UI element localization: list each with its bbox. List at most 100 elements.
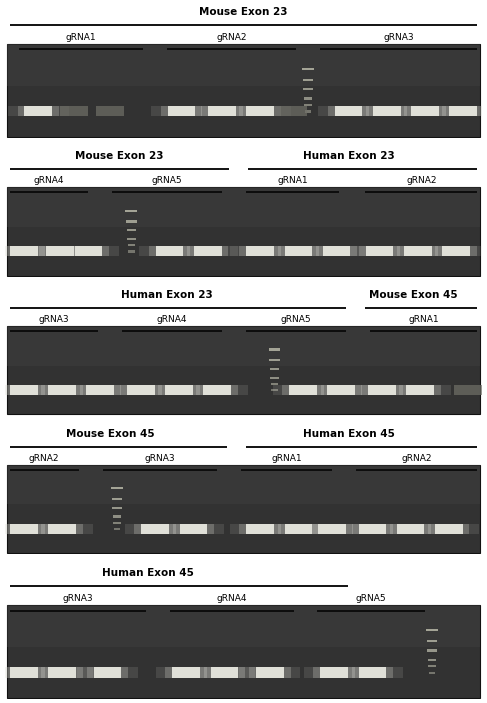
Bar xyxy=(320,667,348,678)
Bar xyxy=(32,524,93,534)
Bar xyxy=(303,79,313,81)
Bar xyxy=(304,104,312,106)
Bar xyxy=(449,106,477,117)
Bar xyxy=(335,106,362,117)
Bar xyxy=(7,465,480,553)
Bar xyxy=(7,187,480,227)
Bar xyxy=(426,247,487,256)
Bar xyxy=(314,667,355,678)
Bar xyxy=(397,247,438,256)
Bar xyxy=(7,605,480,698)
Bar xyxy=(187,385,248,395)
Bar xyxy=(359,247,400,256)
Bar xyxy=(268,349,281,351)
Bar xyxy=(303,88,313,91)
Bar xyxy=(428,665,436,667)
Bar xyxy=(3,524,45,534)
Text: Mouse Exon 23: Mouse Exon 23 xyxy=(75,151,164,162)
Text: gRNA3: gRNA3 xyxy=(62,594,93,603)
Bar xyxy=(271,389,278,392)
Bar xyxy=(177,247,238,256)
Bar xyxy=(316,247,357,256)
Bar xyxy=(48,524,76,534)
Text: gRNA5: gRNA5 xyxy=(152,176,183,185)
Bar xyxy=(10,247,38,256)
Bar xyxy=(249,667,291,678)
Bar xyxy=(128,250,135,252)
Bar xyxy=(301,524,362,534)
Bar xyxy=(428,524,469,534)
Bar xyxy=(149,385,209,395)
Bar xyxy=(404,106,446,117)
Bar xyxy=(397,524,424,534)
Bar xyxy=(79,385,121,395)
Bar xyxy=(3,385,45,395)
Bar xyxy=(168,106,195,117)
Bar xyxy=(399,385,441,395)
Text: Mouse Exon 45: Mouse Exon 45 xyxy=(66,429,154,439)
Bar xyxy=(230,106,291,117)
Bar xyxy=(111,385,171,395)
Bar xyxy=(141,524,169,534)
Bar xyxy=(29,247,90,256)
Bar xyxy=(208,106,236,117)
Bar xyxy=(380,524,441,534)
Bar xyxy=(3,667,45,678)
Bar xyxy=(278,524,319,534)
Bar xyxy=(151,106,212,117)
Bar xyxy=(112,515,121,517)
Text: gRNA3: gRNA3 xyxy=(145,453,175,463)
Text: gRNA1: gRNA1 xyxy=(409,315,439,324)
Bar xyxy=(240,524,281,534)
Bar xyxy=(246,106,274,117)
Bar xyxy=(442,106,484,117)
Bar xyxy=(269,359,280,361)
Bar xyxy=(454,385,482,395)
Bar xyxy=(327,385,355,395)
Bar xyxy=(7,326,480,366)
Bar xyxy=(352,524,393,534)
Bar xyxy=(126,220,136,223)
Bar xyxy=(270,377,279,379)
Text: Mouse Exon 23: Mouse Exon 23 xyxy=(199,6,288,17)
Bar xyxy=(311,524,353,534)
Bar xyxy=(256,667,283,678)
Bar xyxy=(125,209,137,212)
Bar xyxy=(134,524,176,534)
Bar xyxy=(187,247,228,256)
Bar xyxy=(41,524,83,534)
Bar xyxy=(373,106,400,117)
Bar xyxy=(230,247,291,256)
Bar xyxy=(172,667,200,678)
Text: gRNA3: gRNA3 xyxy=(383,32,414,41)
Bar xyxy=(306,247,367,256)
Bar xyxy=(70,385,131,395)
Bar xyxy=(302,67,314,70)
Bar xyxy=(7,44,480,137)
Bar xyxy=(111,487,123,489)
Text: gRNA3: gRNA3 xyxy=(38,315,69,324)
Bar xyxy=(318,524,346,534)
Text: Human Exon 23: Human Exon 23 xyxy=(121,290,213,300)
Bar xyxy=(41,385,83,395)
Bar xyxy=(32,385,93,395)
Bar xyxy=(191,106,252,117)
Text: Mouse Exon 45: Mouse Exon 45 xyxy=(369,290,457,300)
Bar xyxy=(48,667,76,678)
Bar xyxy=(113,522,121,524)
Bar xyxy=(328,106,369,117)
Bar xyxy=(342,667,403,678)
Bar xyxy=(361,385,403,395)
Text: gRNA5: gRNA5 xyxy=(356,594,387,603)
Bar xyxy=(426,629,438,631)
Bar xyxy=(127,238,136,240)
Bar xyxy=(94,667,121,678)
Bar xyxy=(427,650,437,652)
Bar xyxy=(87,385,114,395)
Bar xyxy=(318,106,379,117)
Bar xyxy=(39,247,80,256)
Bar xyxy=(246,524,274,534)
Bar xyxy=(428,659,436,661)
Bar xyxy=(75,247,102,256)
Bar xyxy=(358,524,386,534)
